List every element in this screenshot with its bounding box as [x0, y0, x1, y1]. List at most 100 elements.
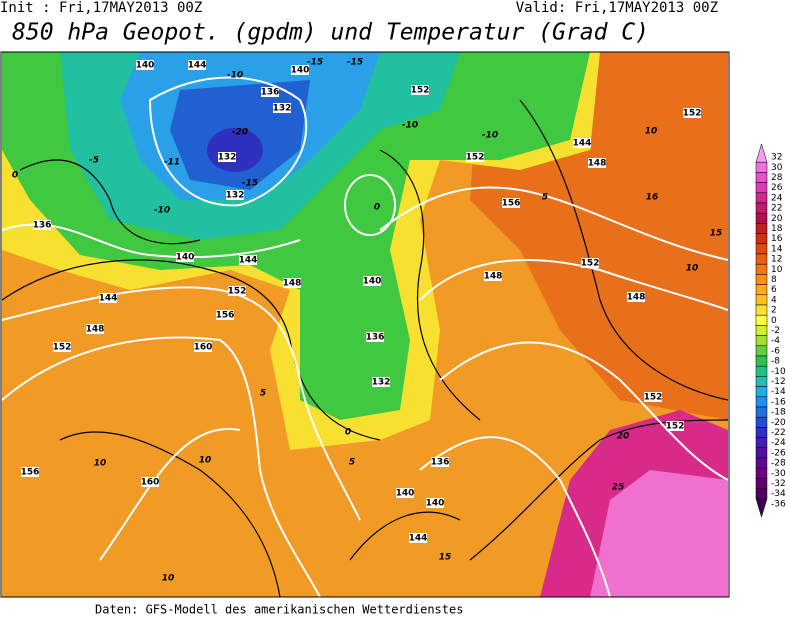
- height-label-bg: [666, 421, 684, 431]
- height-label: 136: [33, 221, 52, 231]
- colorbar-label: 16: [771, 234, 783, 244]
- height-label-bg: [581, 258, 599, 268]
- height-label-bg: [396, 488, 414, 498]
- colorbar-cell: [755, 386, 768, 398]
- colorbar-cell: [755, 376, 768, 387]
- height-label: 152: [411, 86, 430, 96]
- height-label-bg: [86, 324, 104, 334]
- height-label: 132: [372, 378, 391, 388]
- height-label-bg: [683, 108, 701, 118]
- temperature-label: -10: [482, 131, 498, 141]
- colorbar-label: -20: [771, 418, 786, 428]
- height-label: 148: [484, 272, 503, 282]
- temperature-label: 5: [542, 193, 548, 203]
- height-label: 152: [53, 343, 72, 353]
- height-label-bg: [53, 342, 71, 352]
- colorbar-cell: [755, 233, 768, 245]
- temperature-label: -11: [164, 158, 180, 168]
- temperature-label: 10: [94, 459, 107, 469]
- colorbar-cell: [755, 355, 768, 367]
- colorbar-label: 8: [771, 275, 777, 285]
- colorbar-cell: [755, 488, 768, 500]
- height-label: 144: [99, 294, 118, 304]
- height-label: 148: [283, 279, 302, 289]
- colorbar-label: -22: [771, 428, 786, 438]
- colorbar-cell: [755, 467, 768, 479]
- colorbar-label: -18: [771, 408, 786, 418]
- colorbar-cell: [755, 294, 768, 306]
- map: 140 144-10 140-15 -15136132-20132-11-15132-…: [2, 52, 728, 597]
- height-label-bg: [426, 498, 444, 508]
- colorbar-label: 28: [771, 173, 783, 183]
- height-label-bg: [194, 342, 212, 352]
- colorbar-cell: [755, 345, 768, 357]
- init-time: Init : Fri,17MAY2013 00Z: [0, 0, 202, 16]
- temperature-label: 10: [645, 127, 658, 137]
- height-label-bg: [366, 332, 384, 342]
- height-label: 152: [666, 422, 685, 432]
- colorbar-label: 22: [771, 204, 782, 214]
- height-label: 136: [261, 88, 280, 98]
- height-label: 136: [366, 333, 385, 343]
- colorbar-label: 14: [771, 244, 783, 254]
- height-label: 136: [431, 458, 450, 468]
- height-label: 148: [627, 293, 646, 303]
- colorbar-cell: [755, 457, 768, 469]
- height-label-bg: [216, 310, 234, 320]
- colorbar-label: -28: [771, 459, 786, 469]
- colorbar-cap: [755, 143, 768, 163]
- height-label-bg: [218, 152, 236, 162]
- height-label-bg: [363, 276, 381, 286]
- height-label: 132: [218, 153, 237, 163]
- colorbar-cell: [755, 416, 768, 428]
- colorbar-cell: [755, 304, 768, 316]
- height-label: 152: [466, 153, 485, 163]
- colorbar-cell: [755, 314, 768, 326]
- height-label: 152: [683, 109, 702, 119]
- height-label: 156: [21, 468, 40, 478]
- colorbar-label: 6: [771, 285, 777, 295]
- temperature-label: 20: [617, 432, 630, 442]
- colorbar-label: -32: [771, 479, 786, 489]
- temperature-label: 0: [345, 428, 351, 438]
- height-label-bg: [409, 533, 427, 543]
- temperature-label: -5: [89, 156, 99, 166]
- height-label: 144: [573, 139, 592, 149]
- colorbar-label: 18: [771, 224, 783, 234]
- colorbar-cell: [755, 192, 768, 204]
- temperature-label: 0: [374, 203, 380, 213]
- height-label-bg: [502, 198, 520, 208]
- height-label: 148: [86, 325, 105, 335]
- colorbar-label: -34: [771, 489, 786, 499]
- colorbar-cell: [755, 263, 768, 275]
- height-label-bg: [188, 60, 206, 70]
- temperature-label: 5: [260, 389, 266, 399]
- height-label: 140: [363, 277, 382, 287]
- temperature-label: -20: [232, 128, 248, 138]
- colorbar-cell: [755, 253, 768, 265]
- temperature-label: 25: [612, 483, 625, 493]
- colorbar-label: 20: [771, 214, 783, 224]
- colorbar-label: -26: [771, 448, 786, 458]
- height-label: 148: [588, 159, 607, 169]
- temperature-label: 10: [162, 574, 175, 584]
- height-label-bg: [176, 252, 194, 262]
- colorbar-cell: [755, 396, 768, 408]
- colorbar-cell: [755, 161, 768, 173]
- colorbar-cell: [755, 274, 768, 285]
- colorbar-cell: [755, 406, 768, 418]
- colorbar-cell: [755, 447, 768, 459]
- temperature-label: -10: [227, 71, 243, 81]
- height-label-bg: [99, 293, 117, 303]
- height-label-bg: [484, 271, 502, 281]
- height-label: 160: [194, 343, 213, 353]
- colorbar-label: -16: [771, 397, 786, 407]
- colorbar-label: -14: [771, 387, 786, 397]
- temperature-label: 16: [646, 193, 659, 203]
- height-label: 156: [216, 311, 235, 321]
- colorbar-label: -6: [771, 346, 780, 356]
- height-label-bg: [644, 392, 662, 402]
- colorbar-label: -24: [771, 438, 786, 448]
- colorbar-cell: [755, 478, 768, 489]
- colorbar-cell: [755, 437, 768, 449]
